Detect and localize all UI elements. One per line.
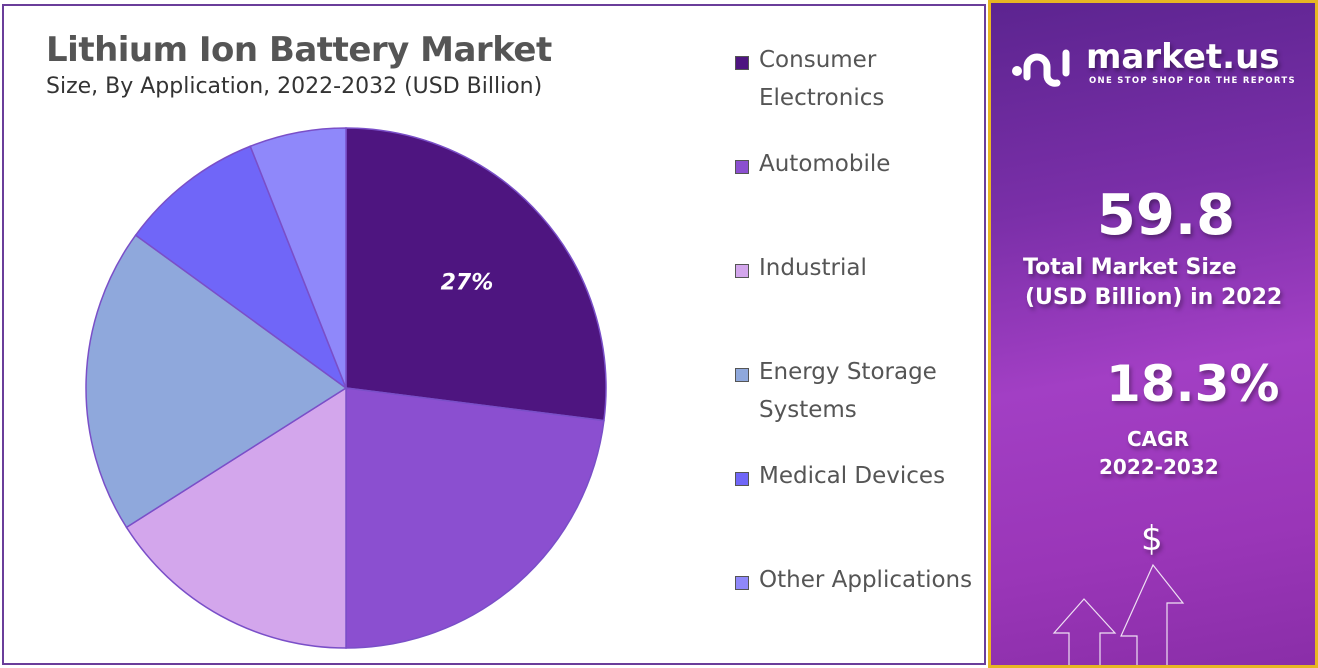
brand-tagline: ONE STOP SHOP FOR THE REPORTS — [1089, 76, 1296, 86]
pie-slice-other-applications — [249, 127, 347, 389]
data-label: 27% — [441, 270, 494, 295]
legend-swatch — [735, 264, 749, 278]
legend-label: Energy Storage Systems — [759, 359, 937, 423]
growth-arrows-icon — [1052, 563, 1185, 665]
market-size-value: 59.8 — [1096, 183, 1236, 248]
legend-swatch — [735, 576, 749, 590]
pie-chart: 27% — [85, 127, 607, 649]
legend-item: Medical Devices — [735, 463, 979, 495]
legend-swatch — [735, 368, 749, 382]
cagr-label-1: CAGR — [1127, 427, 1189, 451]
chart-subtitle: Size, By Application, 2022-2032 (USD Bil… — [46, 74, 543, 99]
legend-label: Automobile — [759, 151, 891, 177]
legend-swatch — [735, 56, 749, 70]
pie-slice-industrial — [125, 386, 347, 649]
legend-item: Automobile — [735, 151, 979, 183]
legend-item: Energy Storage Systems — [735, 359, 979, 429]
legend-item: Other Applications — [735, 567, 979, 599]
legend-label: Industrial — [759, 255, 867, 281]
brand-name: market.us — [1086, 37, 1280, 77]
pie-slice-medical-devices — [134, 145, 348, 391]
legend-swatch — [735, 160, 749, 174]
cagr-value: 18.3% — [1106, 355, 1280, 413]
cagr-label-2: 2022-2032 — [1099, 455, 1219, 479]
legend-label: Medical Devices — [759, 463, 946, 489]
legend-item: Consumer Electronics — [735, 47, 979, 117]
info-panel: market.us ONE STOP SHOP FOR THE REPORTS … — [988, 0, 1318, 668]
pie-slice-automobile — [345, 387, 605, 649]
legend-swatch — [735, 472, 749, 486]
pie-slice-energy-storage-systems — [85, 234, 348, 529]
legend-item: Industrial — [735, 255, 979, 287]
market-us-logo-icon — [1012, 49, 1070, 87]
market-size-label-2: (USD Billion) in 2022 — [1025, 285, 1283, 310]
pie-slice-consumer-electronics — [345, 127, 607, 422]
legend-label: Other Applications — [759, 567, 973, 593]
dollar-icon: $ — [1141, 519, 1163, 559]
chart-title: Lithium Ion Battery Market — [46, 30, 552, 70]
legend-label: Consumer Electronics — [759, 47, 885, 111]
market-size-label-1: Total Market Size — [1023, 255, 1237, 280]
